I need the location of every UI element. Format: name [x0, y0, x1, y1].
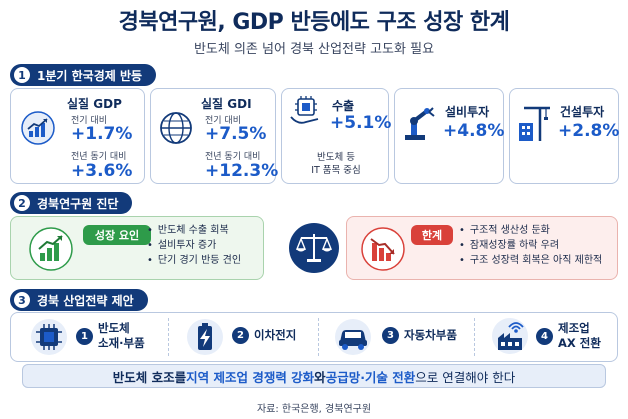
export-note-line2: IT 품목 중심	[311, 165, 361, 176]
banner-part5: 으로 연결해야 한다	[415, 369, 516, 385]
gdi-qoq-value: +7.5%	[205, 124, 267, 144]
decline-chart-icon	[361, 227, 405, 275]
banner-part3: 와	[314, 369, 326, 385]
chip-icon	[30, 318, 68, 360]
growth-item: 단기 경기 반등 견인	[147, 253, 241, 268]
export-note-line1: 반도체 등	[317, 152, 355, 163]
strategy-number: 3	[382, 327, 399, 344]
strategy-item-battery: 2 이차전지	[232, 327, 296, 344]
growth-badge: 성장 요인	[83, 225, 151, 245]
gdp-title: 실질 GDP	[67, 97, 122, 111]
card-construction-investment: 건설투자 +2.8%	[509, 88, 619, 184]
strategy-line1: 이차전지	[254, 328, 297, 342]
strategy-number: 4	[536, 327, 553, 345]
car-icon	[332, 318, 374, 360]
robot-arm-icon	[401, 103, 437, 147]
section3-number: 3	[14, 292, 30, 308]
battery-icon	[186, 318, 224, 360]
gdi-yoy-label: 전년 동기 대비	[205, 152, 261, 162]
conclusion-banner: 반도체 호조를 지역 제조업 경쟁력 강화 와 공급망·기술 전환 으로 연결해…	[22, 364, 606, 388]
strategy-line2: AX 전환	[558, 336, 601, 350]
source-note: 자료: 한국은행, 경북연구원	[256, 404, 372, 415]
strategy-item-semiconductor: 1 반도체 소재·부품	[76, 321, 145, 351]
gdp-qoq-label: 전기 대비	[71, 116, 107, 126]
strategy-number: 1	[76, 327, 93, 345]
export-title: 수출	[332, 99, 355, 113]
gdp-yoy-value: +3.6%	[71, 161, 133, 181]
equipment-value: +4.8%	[443, 121, 505, 141]
strategy-divider	[474, 318, 475, 356]
strategy-number: 2	[232, 327, 249, 344]
banner-part1: 반도체 호조를	[112, 369, 187, 385]
growth-chart-icon	[29, 227, 73, 275]
limit-badge: 한계	[411, 225, 453, 245]
growth-factor-box: 성장 요인 반도체 수출 회복 설비투자 증가 단기 경기 반등 견인	[10, 216, 264, 280]
limit-list: 구조적 생산성 둔화 잠재성장률 하락 우려 구조 성장력 회복은 아직 제한적	[459, 223, 602, 268]
strategy-line1: 제조업	[558, 321, 590, 335]
section3-title: 경북 산업전략 제안	[37, 293, 134, 308]
export-value: +5.1%	[330, 113, 392, 133]
growth-list: 반도체 수출 회복 설비투자 증가 단기 경기 반등 견인	[147, 223, 241, 268]
page-subtitle: 반도체 의존 넘어 경북 산업전략 고도화 필요	[193, 42, 435, 57]
equipment-title: 설비투자	[445, 105, 490, 119]
limit-item: 구조 성장력 회복은 아직 제한적	[459, 253, 602, 268]
export-note: 반도체 등 IT 품목 중심	[286, 151, 386, 177]
limit-item: 잠재성장률 하락 우려	[459, 238, 602, 253]
banner-highlight2: 공급망·기술 전환	[325, 369, 416, 385]
gdi-title: 실질 GDI	[201, 97, 252, 111]
banner-highlight1: 지역 제조업 경쟁력 강화	[186, 369, 315, 385]
chip-hand-icon	[288, 95, 324, 133]
globe-icon	[159, 111, 193, 149]
card-real-gdi: 실질 GDI 전기 대비 +7.5% 전년 동기 대비 +12.3%	[150, 88, 279, 184]
crane-building-icon	[516, 101, 552, 147]
section1-title: 1분기 한국경제 반등	[37, 68, 143, 83]
strategy-item-manufacturing-ax: 4 제조업 AX 전환	[536, 321, 601, 351]
card-equipment-investment: 설비투자 +4.8%	[394, 88, 504, 184]
section2-title: 경북연구원 진단	[37, 196, 119, 211]
strategy-line2: 소재·부품	[98, 336, 145, 350]
card-real-gdp: 실질 GDP 전기 대비 +1.7% 전년 동기 대비 +3.6%	[10, 88, 145, 184]
strategy-divider	[168, 318, 169, 356]
strategy-divider	[318, 318, 319, 356]
gdi-qoq-label: 전기 대비	[205, 116, 241, 126]
gdp-yoy-label: 전년 동기 대비	[71, 152, 127, 162]
gdi-yoy-value: +12.3%	[205, 161, 279, 181]
strategy-item-auto-parts: 3 자동차부품	[382, 327, 457, 344]
limit-item: 구조적 생산성 둔화	[459, 223, 602, 238]
construction-value: +2.8%	[558, 121, 620, 141]
page-title: 경북연구원, GDP 반등에도 구조 성장 한계	[118, 10, 510, 35]
section1-header: 1 1분기 한국경제 반등	[10, 64, 157, 86]
section3-header: 3 경북 산업전략 제안	[10, 289, 148, 311]
section2-header: 2 경북연구원 진단	[10, 192, 133, 214]
section1-number: 1	[14, 67, 30, 83]
chart-up-icon	[21, 111, 55, 149]
gdp-qoq-value: +1.7%	[71, 124, 133, 144]
growth-item: 반도체 수출 회복	[147, 223, 241, 238]
strategy-line1: 자동차부품	[404, 328, 457, 342]
ai-factory-icon	[490, 316, 530, 360]
limit-box: 한계 구조적 생산성 둔화 잠재성장률 하락 우려 구조 성장력 회복은 아직 …	[346, 216, 618, 280]
balance-scale-icon	[288, 222, 340, 278]
growth-item: 설비투자 증가	[147, 238, 241, 253]
card-export: 수출 +5.1% 반도체 등 IT 품목 중심	[281, 88, 392, 184]
section2-number: 2	[14, 195, 30, 211]
construction-title: 건설투자	[560, 105, 605, 119]
strategy-line1: 반도체	[98, 321, 130, 335]
